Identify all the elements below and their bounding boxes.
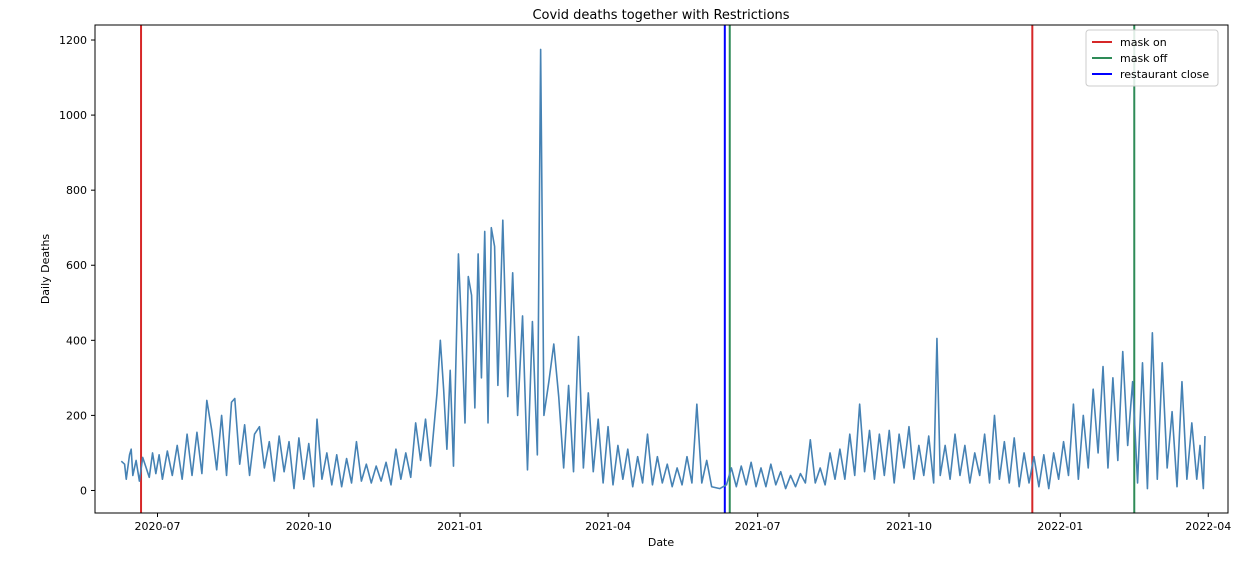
legend-box <box>1085 29 1219 87</box>
x-axis-label: Date <box>648 536 675 549</box>
x-tick-label: 2021-04 <box>585 520 631 533</box>
legend: mask on mask off restaurant close <box>1085 29 1219 87</box>
y-tick-label: 800 <box>66 184 87 197</box>
y-tick-label: 600 <box>66 259 87 272</box>
y-tick-label: 200 <box>66 409 87 422</box>
y-tick-label: 1000 <box>59 109 87 122</box>
x-axis-ticks: 2020-07 2020-10 2021-01 2021-04 2021-07 2021-… <box>135 513 1231 533</box>
x-tick-label: 2022-04 <box>1185 520 1231 533</box>
y-tick-label: 1200 <box>59 34 87 47</box>
chart-title: Covid deaths together with Restrictions <box>532 8 789 23</box>
y-tick-label: 0 <box>80 484 87 497</box>
x-tick-label: 2020-10 <box>286 520 332 533</box>
legend-label: mask on <box>1120 36 1167 49</box>
y-axis-ticks: 0 200 400 600 800 1000 1200 <box>59 34 95 497</box>
series-line-0 <box>120 48 1206 490</box>
x-tick-label: 2020-07 <box>135 520 181 533</box>
legend-label: restaurant close <box>1120 68 1209 81</box>
restriction-lines <box>140 25 1136 513</box>
x-tick-label: 2021-10 <box>886 520 932 533</box>
y-axis-label: Daily Deaths <box>39 234 52 305</box>
x-tick-label: 2022-01 <box>1037 520 1083 533</box>
x-tick-label: 2021-01 <box>437 520 483 533</box>
y-tick-label: 400 <box>66 334 87 347</box>
x-tick-label: 2021-07 <box>735 520 781 533</box>
plot-area-frame <box>94 24 1229 514</box>
series-layer <box>120 48 1206 490</box>
legend-label: mask off <box>1120 52 1168 65</box>
